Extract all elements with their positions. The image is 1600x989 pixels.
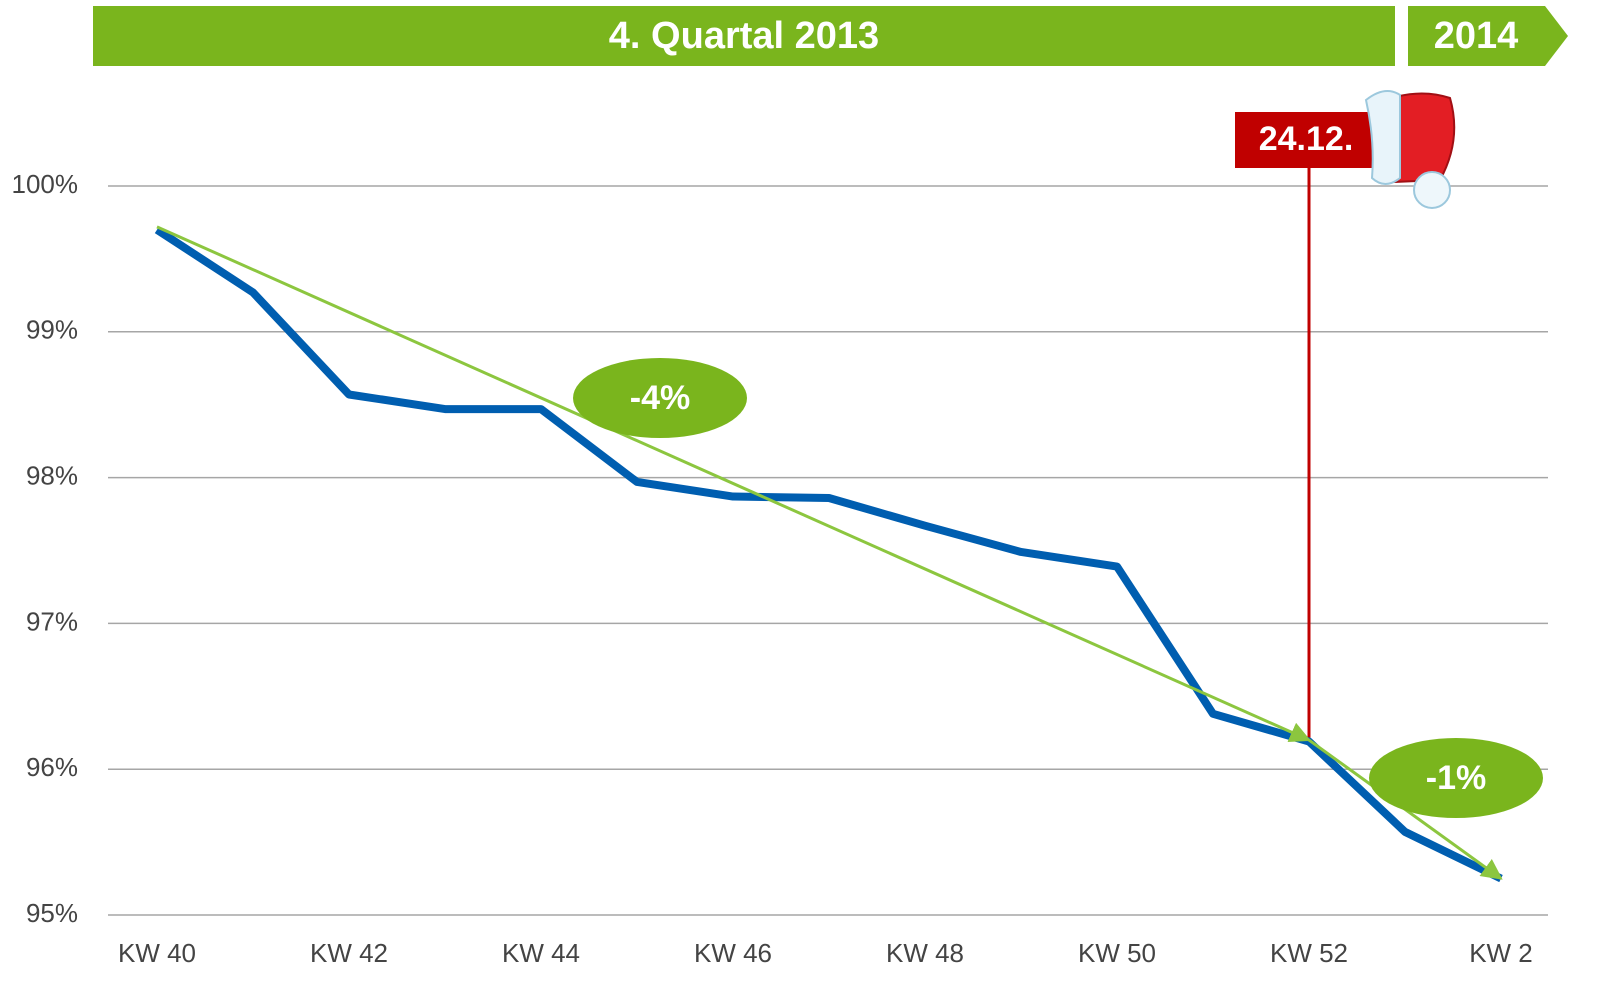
santa-hat-brim — [1364, 90, 1401, 185]
x-tick-label: KW 46 — [694, 938, 772, 968]
header-banner — [93, 6, 1395, 66]
y-tick-label: 95% — [26, 898, 78, 928]
x-tick-label: KW 52 — [1270, 938, 1348, 968]
header-next-period: 2014 — [1434, 15, 1519, 57]
header-period: 4. Quartal 2013 — [609, 15, 879, 57]
event-box — [1235, 112, 1375, 168]
y-tick-label: 96% — [26, 752, 78, 782]
x-tick-label: KW 2 — [1469, 938, 1533, 968]
data-line — [154, 226, 1503, 883]
x-tick-label: KW 50 — [1078, 938, 1156, 968]
x-tick-label: KW 48 — [886, 938, 964, 968]
event-label: 24.12. — [1259, 120, 1354, 158]
x-tick-label: KW 42 — [310, 938, 388, 968]
y-tick-label: 98% — [26, 460, 78, 490]
x-tick-label: KW 44 — [502, 938, 580, 968]
santa-hat-pompom — [1413, 171, 1451, 209]
trend-label: -1% — [1426, 759, 1486, 797]
y-tick-label: 99% — [26, 315, 78, 345]
trend-line — [156, 225, 1311, 742]
y-tick-label: 100% — [12, 169, 79, 199]
y-tick-label: 97% — [26, 606, 78, 636]
trend-pill — [573, 358, 747, 438]
header-banner-arrow — [1408, 6, 1568, 66]
trend-pill — [1369, 738, 1543, 818]
x-tick-label: KW 40 — [118, 938, 196, 968]
trend-label: -4% — [630, 379, 690, 417]
